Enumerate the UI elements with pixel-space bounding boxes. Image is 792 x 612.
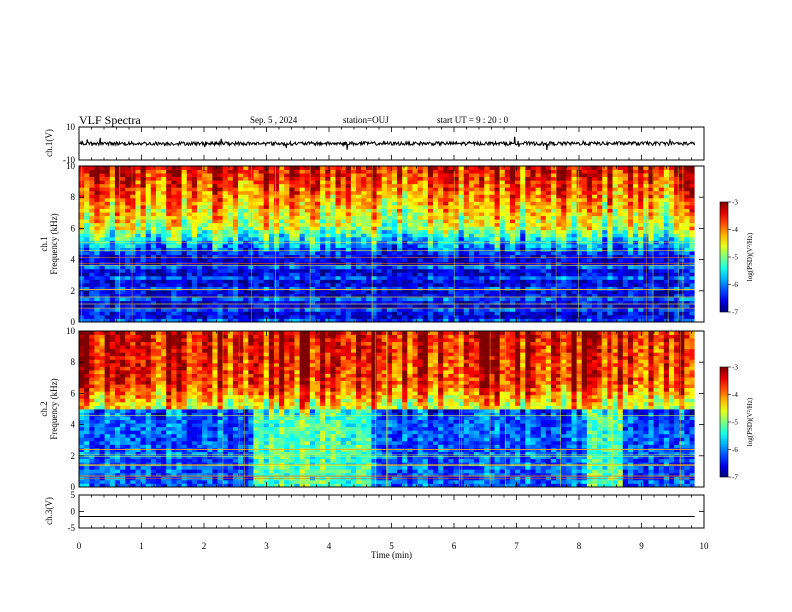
ch1-cbtick--3: -3: [732, 199, 738, 207]
xtick-9: 9: [639, 541, 644, 551]
ch2-spectrogram-cells: [79, 331, 696, 488]
ch2-cbtick--4: -4: [732, 391, 738, 399]
xtick-4: 4: [327, 541, 332, 551]
xtick-8: 8: [577, 541, 582, 551]
ch1-spectrogram-ytick-2: 2: [71, 286, 76, 296]
xtick-7: 7: [514, 541, 519, 551]
ch1-cbtick--5: -5: [732, 254, 738, 262]
xtick-3: 3: [264, 541, 269, 551]
ch2-spectrogram-ytick-4: 4: [71, 420, 76, 430]
ch1-spectrogram-blank: [694, 166, 704, 322]
ch2-spectro-ylabel: ch.2: [39, 401, 49, 416]
ch1-ylabel: ch.1(V): [44, 129, 54, 157]
xtick-5: 5: [389, 541, 394, 551]
ch1-spectrogram-cells: [79, 166, 696, 323]
start-time-label: start UT = 9 : 20 : 0: [437, 115, 509, 125]
ch3-waveform-ytick--5: -5: [68, 523, 76, 533]
ch1-cbtick--4: -4: [732, 226, 738, 234]
station-label: station=OUJ: [343, 115, 389, 125]
xtick-0: 0: [77, 541, 82, 551]
ch3-waveform-ytick-5: 5: [71, 490, 76, 500]
ch1-spectrogram-ytick-0: 0: [71, 317, 76, 327]
ch1-colorbar: [719, 201, 729, 313]
figure-title: VLF Spectra: [79, 113, 141, 127]
ch1-waveform-ytick--10: -10: [63, 155, 75, 165]
ch1-cblabel: log(PSD)(V²/Hz): [746, 232, 754, 281]
ch2-spectro-freq-label: Frequency (kHz): [49, 378, 59, 439]
xtick-1: 1: [139, 541, 144, 551]
ch1-spectro-ylabel: ch.1: [39, 236, 49, 251]
ch1-cbtick--7: -7: [732, 309, 738, 317]
ch1-spectrogram-ytick-10: 10: [66, 161, 76, 171]
ch1-spectrogram-ytick-6: 6: [71, 223, 76, 233]
x-axis-label: Time (min): [371, 550, 412, 560]
ch1-cbtick--6: -6: [732, 281, 738, 289]
ch1-spectrogram-ytick-8: 8: [71, 192, 76, 202]
ch2-spectrogram-ytick-8: 8: [71, 357, 76, 367]
ch1-waveform-trace: [78, 136, 696, 151]
ch1-spectro-freq-label: Frequency (kHz): [49, 213, 59, 274]
xtick-6: 6: [452, 541, 457, 551]
ch2-cblabel: log(PSD)(V²/Hz): [746, 397, 754, 446]
ch2-spectrogram-ytick-2: 2: [71, 451, 76, 461]
ch1-spectrogram-ytick-4: 4: [71, 255, 76, 265]
ch2-cbtick--5: -5: [732, 419, 738, 427]
ch2-spectrogram-ytick-0: 0: [71, 482, 76, 492]
ch2-cbtick--3: -3: [732, 364, 738, 372]
xtick-2: 2: [202, 541, 207, 551]
ch2-spectrogram-ytick-10: 10: [66, 326, 76, 336]
ch2-colorbar: [719, 366, 729, 478]
ch2-spectrogram-ytick-6: 6: [71, 388, 76, 398]
xtick-10: 10: [700, 541, 710, 551]
ch2-cbtick--6: -6: [732, 446, 738, 454]
ch1-waveform-ytick-10: 10: [66, 122, 76, 132]
date-label: Sep. 5 , 2024: [250, 115, 298, 125]
ch2-spectrogram-blank: [694, 331, 704, 487]
ch3-ylabel: ch.3(V): [44, 497, 54, 525]
ch2-cbtick--7: -7: [732, 474, 738, 482]
ch3-waveform-ytick-0: 0: [71, 507, 76, 517]
